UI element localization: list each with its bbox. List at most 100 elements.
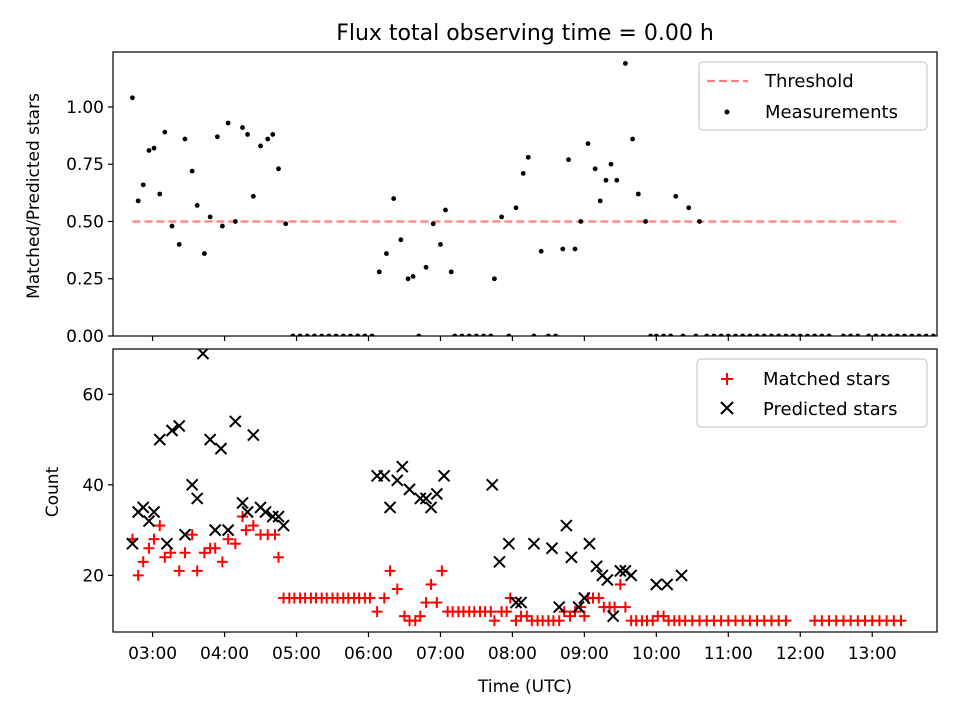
measurement-point (430, 221, 436, 227)
predicted-point (486, 478, 499, 492)
matched-point (229, 538, 241, 550)
matched-point (420, 597, 432, 609)
matched-point (609, 601, 621, 613)
top-ytick-label: 0.75 (66, 155, 104, 175)
predicted-point (137, 501, 150, 514)
measurement-point (201, 251, 207, 256)
predicted-point (601, 573, 614, 587)
measurement-point (423, 264, 429, 270)
legend-predicted-swatch (720, 401, 734, 415)
predicted-point (383, 501, 397, 514)
measurement-point (157, 191, 163, 197)
predicted-point (606, 609, 620, 623)
matched-point (198, 547, 210, 559)
measurement-point (622, 61, 628, 66)
predicted-point (221, 523, 235, 537)
predicted-point (624, 569, 638, 582)
measurement-point (603, 177, 609, 183)
bottom-xtick-label: 07:00 (416, 644, 465, 664)
bottom-ytick-label: 40 (82, 476, 104, 496)
predicted-point (142, 514, 156, 528)
matched-point (895, 615, 907, 627)
predicted-point (214, 442, 228, 455)
predicted-point (153, 433, 166, 446)
top-ytick-label: 0.25 (66, 270, 104, 290)
predicted-point (378, 469, 391, 482)
predicted-point (126, 537, 139, 550)
measurement-point (391, 196, 397, 201)
measurement-point (578, 219, 584, 224)
matched-point (485, 606, 497, 618)
measurement-point (140, 182, 146, 188)
predicted-point (419, 492, 433, 505)
predicted-point (396, 460, 409, 473)
measurement-point (130, 95, 135, 101)
matched-point (364, 592, 376, 604)
matched-point (273, 551, 285, 563)
measurement-point (499, 214, 505, 220)
measurement-point (630, 136, 635, 142)
bottom-ytick-label: 20 (82, 566, 104, 586)
predicted-point (203, 433, 217, 446)
matched-point (436, 565, 448, 577)
matched-point (165, 547, 177, 559)
predicted-point (403, 483, 416, 496)
predicted-point (414, 492, 427, 505)
matched-point (414, 610, 426, 622)
measurement-point (376, 269, 382, 275)
predicted-point (650, 578, 663, 591)
matched-point (780, 615, 792, 627)
bottom-xtick-label: 12:00 (776, 644, 825, 664)
measurement-point (384, 251, 389, 256)
measurement-point (182, 136, 188, 142)
predicted-point (493, 555, 506, 569)
predicted-point (437, 469, 451, 482)
measurement-point (492, 276, 497, 282)
measurement-point (151, 145, 157, 151)
predicted-point (208, 523, 222, 537)
measurement-point (219, 223, 225, 229)
matched-point (247, 520, 259, 532)
measurement-point (214, 134, 220, 140)
predicted-point (277, 519, 290, 532)
matched-point (222, 533, 234, 545)
measurement-point (135, 198, 141, 204)
matched-point (186, 529, 198, 541)
bottom-xtick-label: 05:00 (272, 644, 321, 664)
predicted-point (509, 596, 523, 609)
measurement-point (245, 132, 250, 137)
bottom-ylabel: Count (43, 466, 63, 517)
matched-point (488, 615, 500, 627)
measurement-point (592, 166, 598, 172)
predicted-point (545, 542, 559, 555)
measurement-point (194, 203, 200, 208)
matched-point (371, 606, 383, 618)
bottom-xtick-label: 10:00 (632, 644, 681, 664)
predicted-point (578, 591, 591, 605)
bottom-xtick-label: 04:00 (200, 644, 249, 664)
legend-measurements-swatch (724, 109, 730, 115)
matched-point (378, 592, 390, 604)
predicted-point (552, 600, 566, 614)
measurement-point (585, 141, 591, 147)
predicted-point (527, 537, 541, 550)
measurement-point (566, 157, 571, 163)
measurement-point (258, 143, 263, 149)
bottom-axes-frame (112, 348, 938, 633)
measurement-point (597, 198, 603, 204)
measurement-point (207, 214, 213, 220)
top-ytick-label: 1.00 (66, 98, 104, 118)
predicted-point (185, 478, 199, 492)
predicted-point (173, 419, 186, 433)
matched-point (209, 542, 221, 554)
top-panel: Flux total observing time = 0.00 h 0.00 0… (24, 21, 938, 347)
matched-point (384, 565, 396, 577)
measurement-point (614, 177, 620, 183)
measurement-point (448, 269, 454, 275)
predicted-point (266, 510, 279, 523)
measurement-point (405, 276, 411, 282)
bottom-xtick-label: 13:00 (848, 644, 897, 664)
top-axes-frame (112, 51, 938, 337)
measurement-point (240, 125, 245, 130)
predicted-point (583, 537, 596, 550)
